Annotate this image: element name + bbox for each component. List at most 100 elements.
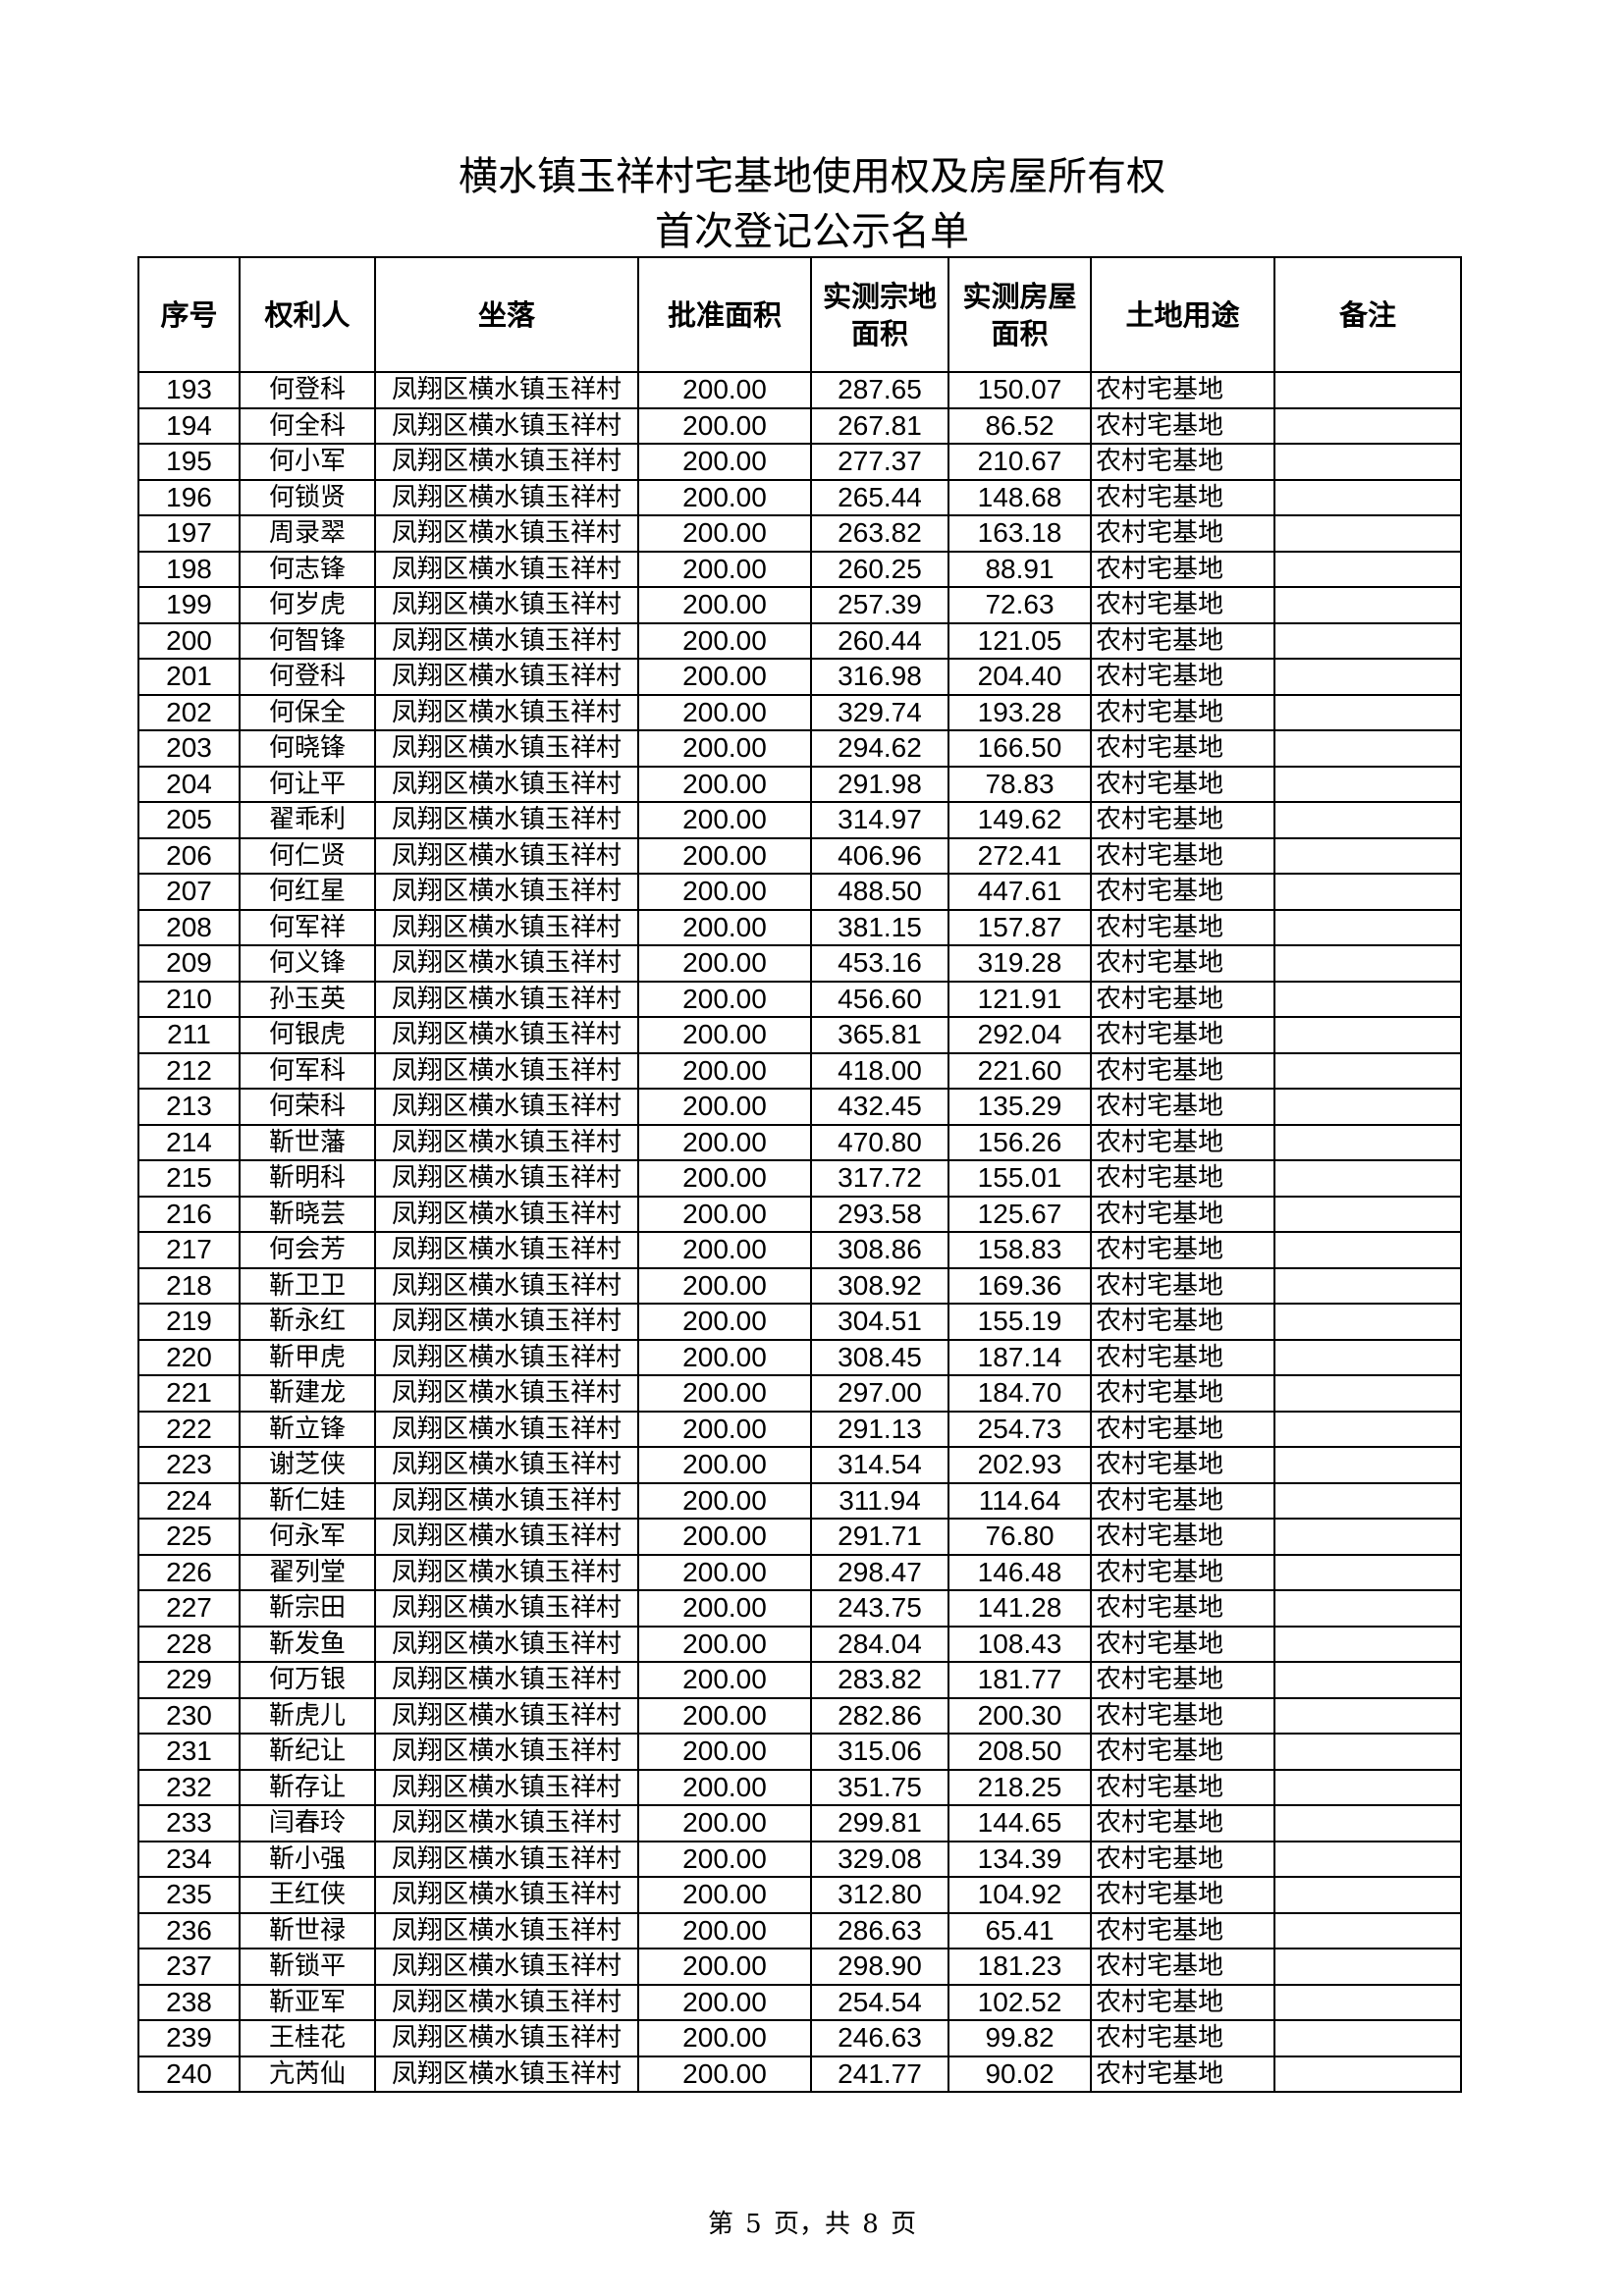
cell-approved-area: 200.00 (637, 621, 812, 660)
cell-approved-area: 200.00 (637, 693, 812, 731)
cell-owner: 靳虎儿 (239, 1696, 376, 1735)
cell-land-area: 365.81 (810, 1016, 949, 1054)
cell-owner: 何军科 (239, 1051, 376, 1090)
cell-land-use: 农村宅基地 (1090, 693, 1275, 731)
cell-serial: 210 (137, 980, 241, 1018)
cell-land-use: 农村宅基地 (1090, 980, 1275, 1018)
cell-serial: 236 (137, 1911, 241, 1949)
cell-approved-area: 200.00 (637, 371, 812, 409)
cell-serial: 224 (137, 1481, 241, 1520)
cell-remarks (1273, 1768, 1462, 1806)
cell-land-use: 农村宅基地 (1090, 873, 1275, 911)
cell-owner: 何仁贤 (239, 836, 376, 875)
cell-owner: 靳明科 (239, 1159, 376, 1198)
cell-location: 凤翔区横水镇玉祥村 (374, 621, 639, 660)
cell-remarks (1273, 1733, 1462, 1771)
cell-owner: 靳建龙 (239, 1374, 376, 1413)
cell-house-area: 155.19 (947, 1303, 1092, 1341)
cell-land-area: 470.80 (810, 1123, 949, 1161)
cell-house-area: 146.48 (947, 1553, 1092, 1591)
cell-location: 凤翔区横水镇玉祥村 (374, 1266, 639, 1305)
cell-approved-area: 200.00 (637, 478, 812, 516)
cell-location: 凤翔区横水镇玉祥村 (374, 1195, 639, 1233)
cell-house-area: 121.91 (947, 980, 1092, 1018)
cell-location: 凤翔区横水镇玉祥村 (374, 1051, 639, 1090)
cell-remarks (1273, 621, 1462, 660)
cell-land-area: 265.44 (810, 478, 949, 516)
cell-land-area: 308.45 (810, 1338, 949, 1376)
cell-serial: 208 (137, 908, 241, 946)
cell-remarks (1273, 1983, 1462, 2021)
cell-approved-area: 200.00 (637, 729, 812, 768)
cell-land-area: 297.00 (810, 1374, 949, 1413)
cell-remarks (1273, 1088, 1462, 1126)
cell-serial: 217 (137, 1231, 241, 1269)
cell-house-area: 86.52 (947, 406, 1092, 445)
cell-land-area: 243.75 (810, 1589, 949, 1628)
cell-land-area: 312.80 (810, 1876, 949, 1914)
cell-house-area: 155.01 (947, 1159, 1092, 1198)
cell-house-area: 114.64 (947, 1481, 1092, 1520)
cell-remarks (1273, 1446, 1462, 1484)
table-row: 215 靳明科 凤翔区横水镇玉祥村 200.00 317.72 155.01 农村宅基地 (137, 1159, 1462, 1198)
cell-remarks (1273, 1840, 1462, 1878)
cell-remarks (1273, 371, 1462, 409)
cell-location: 凤翔区横水镇玉祥村 (374, 836, 639, 875)
cell-owner: 靳世禄 (239, 1911, 376, 1949)
cell-serial: 216 (137, 1195, 241, 1233)
cell-land-use: 农村宅基地 (1090, 1768, 1275, 1806)
table-row: 194 何全科 凤翔区横水镇玉祥村 200.00 267.81 86.52 农村宅基地 (137, 406, 1462, 445)
cell-location: 凤翔区横水镇玉祥村 (374, 1661, 639, 1699)
cell-location: 凤翔区横水镇玉祥村 (374, 1338, 639, 1376)
table-row: 221 靳建龙 凤翔区横水镇玉祥村 200.00 297.00 184.70 农村宅基地 (137, 1374, 1462, 1413)
cell-land-use: 农村宅基地 (1090, 1303, 1275, 1341)
cell-approved-area: 200.00 (637, 873, 812, 911)
cell-serial: 219 (137, 1303, 241, 1341)
cell-approved-area: 200.00 (637, 1768, 812, 1806)
document-title: 横水镇玉祥村宅基地使用权及房屋所有权 (459, 154, 1165, 199)
cell-owner: 靳晓芸 (239, 1195, 376, 1233)
table-row: 232 靳存让 凤翔区横水镇玉祥村 200.00 351.75 218.25 农村宅基地 (137, 1768, 1462, 1806)
table-row: 212 何军科 凤翔区横水镇玉祥村 200.00 418.00 221.60 农村宅基地 (137, 1051, 1462, 1090)
cell-serial: 212 (137, 1051, 241, 1090)
cell-location: 凤翔区横水镇玉祥村 (374, 1983, 639, 2021)
table-row: 208 何军祥 凤翔区横水镇玉祥村 200.00 381.15 157.87 农村宅基地 (137, 908, 1462, 946)
cell-land-use: 农村宅基地 (1090, 765, 1275, 803)
cell-house-area: 163.18 (947, 514, 1092, 553)
cell-location: 凤翔区横水镇玉祥村 (374, 908, 639, 946)
cell-location: 凤翔区横水镇玉祥村 (374, 586, 639, 624)
cell-location: 凤翔区横水镇玉祥村 (374, 478, 639, 516)
cell-approved-area: 200.00 (637, 1696, 812, 1735)
cell-house-area: 184.70 (947, 1374, 1092, 1413)
cell-location: 凤翔区横水镇玉祥村 (374, 1589, 639, 1628)
cell-land-use: 农村宅基地 (1090, 1481, 1275, 1520)
cell-owner: 靳永红 (239, 1303, 376, 1341)
cell-house-area: 254.73 (947, 1410, 1092, 1448)
table-row: 222 靳立锋 凤翔区横水镇玉祥村 200.00 291.13 254.73 农村宅基地 (137, 1410, 1462, 1448)
cell-house-area: 272.41 (947, 836, 1092, 875)
cell-owner: 靳纪让 (239, 1733, 376, 1771)
cell-serial: 220 (137, 1338, 241, 1376)
cell-remarks (1273, 1051, 1462, 1090)
cell-owner: 谢芝侠 (239, 1446, 376, 1484)
header-remarks: 备注 (1273, 256, 1462, 373)
cell-land-area: 329.08 (810, 1840, 949, 1878)
cell-serial: 206 (137, 836, 241, 875)
table-row: 210 孙玉英 凤翔区横水镇玉祥村 200.00 456.60 121.91 农村宅基地 (137, 980, 1462, 1018)
cell-house-area: 104.92 (947, 1876, 1092, 1914)
cell-remarks (1273, 658, 1462, 696)
cell-serial: 211 (137, 1016, 241, 1054)
cell-owner: 闫春玲 (239, 1804, 376, 1842)
cell-land-use: 农村宅基地 (1090, 1589, 1275, 1628)
cell-house-area: 166.50 (947, 729, 1092, 768)
cell-location: 凤翔区横水镇玉祥村 (374, 514, 639, 553)
cell-land-use: 农村宅基地 (1090, 836, 1275, 875)
cell-land-use: 农村宅基地 (1090, 1696, 1275, 1735)
cell-land-use: 农村宅基地 (1090, 1733, 1275, 1771)
cell-owner: 靳发鱼 (239, 1625, 376, 1663)
cell-serial: 205 (137, 801, 241, 839)
cell-land-area: 381.15 (810, 908, 949, 946)
cell-owner: 亢芮仙 (239, 2055, 376, 2093)
cell-land-use: 农村宅基地 (1090, 1661, 1275, 1699)
cell-serial: 218 (137, 1266, 241, 1305)
